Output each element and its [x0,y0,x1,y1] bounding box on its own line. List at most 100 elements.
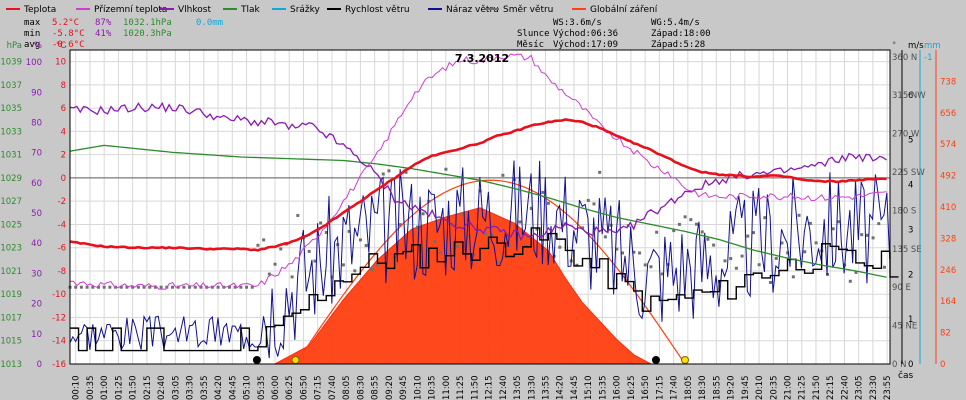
wind-direction-point [546,201,550,205]
y-tick-hum: 100 [26,58,42,68]
wind-direction-point [666,262,670,266]
wind-direction-point [159,285,163,289]
y-tick-dir: 135 SE [892,245,922,255]
y-tick-temp: -16 [52,360,66,370]
x-tick-label: 16:00 [613,376,623,400]
x-tick-label: 18:30 [698,376,708,400]
y-tick-temp: -14 [52,337,66,347]
y-tick-dir: 225 SW [892,168,925,178]
y-tick-rain: -1 [924,53,932,63]
x-tick-label: 23:05 [855,376,865,400]
wind-direction-point [433,239,437,243]
y-tick-dir: 90 E [892,283,911,293]
y-tick-press: 1017 [0,313,22,323]
wind-direction-point [256,243,260,247]
stat-min-temp: -5.8°C [52,29,85,39]
y-tick-wind: 4 [908,181,913,191]
legend-label-rad: Globální záření [590,5,658,15]
wind-direction-point [415,225,419,229]
wind-direction-point [848,279,852,283]
wind-direction-point [769,280,773,284]
x-tick-label: 21:00 [784,376,794,400]
moon-rise-marker [651,356,660,364]
wind-direction-point [398,223,402,227]
y-tick-hum: 50 [31,209,42,219]
y-tick-press: 1025 [0,220,22,230]
wind-direction-point [746,234,750,238]
wind-direction-point [290,275,294,279]
wind-direction-point [791,275,795,279]
y-tick-temp: -12 [52,313,66,323]
wind-direction-point [438,251,442,255]
y-unit-temp: °C [56,41,66,51]
y-unit-dir: ° [892,41,896,51]
y-tick-wind: 1 [908,315,913,325]
plot-frame [69,49,891,365]
stat-avg-label: avg [24,40,40,50]
wind-direction-point [689,218,693,222]
wind-direction-point [353,269,357,273]
wind-direction-point [376,263,380,267]
y-tick-dir: 0 N [892,360,906,370]
wind-direction-point [757,263,761,267]
y-unit-hum: % [34,41,42,51]
y-tick-press: 1029 [0,174,22,184]
x-tick-label: 20:10 [755,376,765,400]
wind-direction-point [860,233,864,237]
wind-direction-point [233,285,237,289]
y-tick-temp: -6 [58,244,66,254]
x-tick-label: 12:40 [499,376,509,400]
y-tick-hum: 40 [31,239,42,249]
x-tick-label: 10:35 [428,376,438,400]
x-tick-label: 08:05 [342,376,352,400]
wind-direction-point [171,285,175,289]
wind-direction-point [125,285,129,289]
chart-title: 7.3.2012 [455,52,509,65]
x-tick-label: 09:45 [399,376,409,400]
stats-block: max 5.2°C 87% 1032.1hPa 0.0mm min -5.8°C… [24,18,223,50]
wind-direction-point [734,266,738,270]
y-tick-rad: 656 [940,109,956,119]
x-tick-label: 17:15 [655,376,665,400]
info-wg: WG:5.4m/s [651,18,700,28]
wind-direction-point [148,285,152,289]
wind-direction-point [136,285,140,289]
wind-direction-point [615,247,619,251]
x-tick-label: 13:30 [527,376,537,400]
y-tick-press: 1021 [0,267,22,277]
wind-direction-point [660,272,664,276]
wind-direction-point [700,230,704,234]
x-tick-label: 21:50 [812,376,822,400]
y-tick-hum: 80 [31,118,42,128]
wind-direction-point [387,169,391,173]
wind-direction-point [603,235,607,239]
y-tick-hum: 0 [37,360,42,370]
wind-direction-point [501,173,505,177]
y-tick-temp: 8 [61,81,66,91]
wind-direction-point [96,285,100,289]
y-tick-dir: 180 S [892,206,916,216]
wind-direction-point [524,244,528,248]
wind-direction-point [751,231,755,235]
y-tick-press: 1033 [0,127,22,137]
legend-label-dir: Směr větru [503,5,553,15]
y-unit-rain: mm [924,41,941,51]
wind-direction-point [706,237,710,241]
wind-direction-point [153,285,157,289]
series-temperature [69,118,887,252]
series-wind-gust [69,160,891,359]
y-tick-dir: 315 NW [892,91,926,101]
x-tick-label: 03:05 [171,376,181,400]
wind-direction-point [780,241,784,245]
legend: Teplota Přízemní teplota Vlhkost Tlak Srážky… [6,5,658,15]
wind-direction-point [199,285,203,289]
wind-direction-point [558,245,562,249]
x-tick-label: 23:55 [883,376,893,400]
wind-direction-point [677,222,681,226]
wind-direction-point [364,244,368,248]
plot-area: 00:10 00:35 01:00 01:25 01:50 02:15 02:40 03:05… [0,41,956,400]
wind-direction-point [620,251,624,255]
y-tick-hum: 30 [31,269,42,279]
y-unit-wind: m/s [908,41,924,51]
x-axis-label: čas [898,370,913,381]
